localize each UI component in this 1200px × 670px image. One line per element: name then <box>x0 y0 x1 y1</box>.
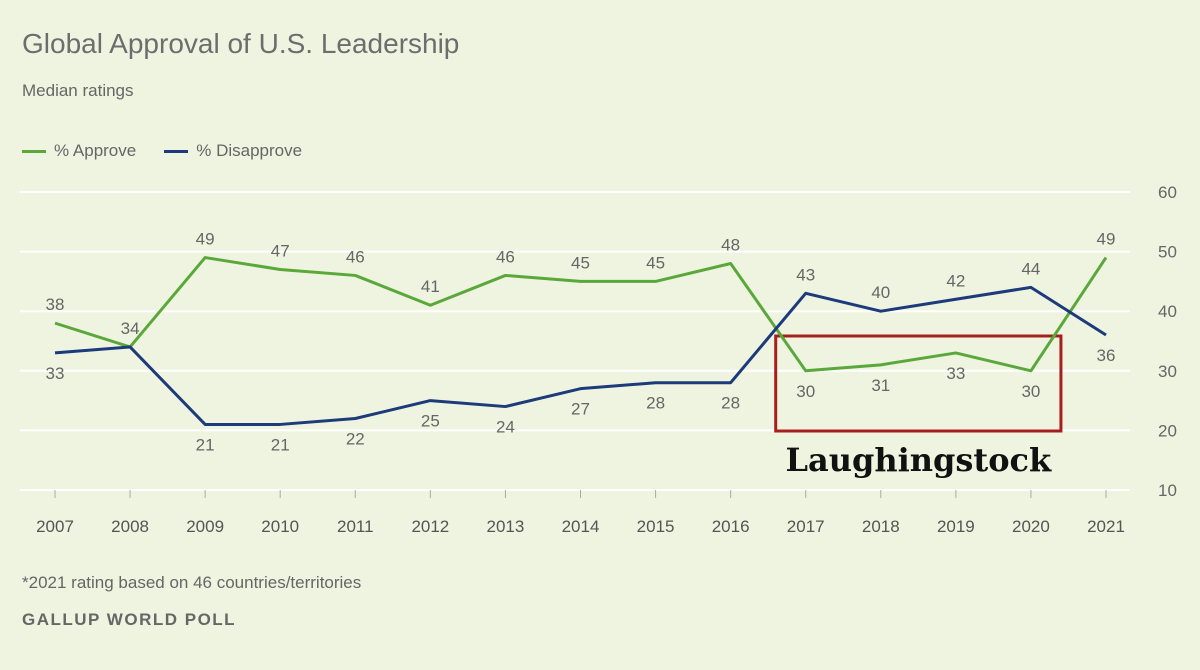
data-label-approve: 30 <box>796 382 815 401</box>
x-tick-label: 2011 <box>337 517 374 536</box>
legend-swatch-disapprove <box>164 149 189 153</box>
y-tick-label: 40 <box>1158 302 1177 321</box>
data-label-disapprove: 42 <box>946 271 965 290</box>
data-label-approve: 31 <box>871 376 890 395</box>
x-tick-label: 2013 <box>487 517 525 536</box>
data-label-disapprove: 28 <box>721 394 740 413</box>
data-label-approve: 49 <box>1097 230 1116 249</box>
y-tick-label: 60 <box>1158 183 1177 202</box>
data-label-disapprove: 44 <box>1021 259 1040 278</box>
data-label-approve: 47 <box>271 241 290 260</box>
data-label-disapprove: 21 <box>196 435 215 454</box>
data-label-approve: 46 <box>496 247 515 266</box>
data-label-disapprove: 21 <box>271 435 290 454</box>
annotation-label: Laughingstock <box>785 441 1052 479</box>
x-tick-label: 2008 <box>111 517 149 536</box>
data-label-approve: 34 <box>121 319 140 338</box>
data-label-approve: 49 <box>196 230 215 249</box>
x-tick-label: 2012 <box>411 517 449 536</box>
data-label-disapprove: 40 <box>871 283 890 302</box>
data-label-disapprove: 28 <box>646 394 665 413</box>
footnote: *2021 rating based on 46 countries/terri… <box>22 573 362 592</box>
data-label-approve: 46 <box>346 247 365 266</box>
legend-item-disapprove: % Disapprove <box>164 141 302 161</box>
data-label-approve: 33 <box>946 364 965 383</box>
data-label-disapprove: 22 <box>346 429 365 448</box>
legend-swatch-approve <box>22 149 46 153</box>
x-tick-label: 2010 <box>261 517 299 536</box>
x-tick-label: 2007 <box>36 517 74 536</box>
y-tick-label: 20 <box>1158 421 1177 440</box>
x-tick-label: 2017 <box>787 517 825 536</box>
data-label-approve: 48 <box>721 236 740 255</box>
legend-label-disapprove: % Disapprove <box>196 141 303 160</box>
x-tick-label: 2021 <box>1087 517 1125 536</box>
highlight-box <box>774 334 1063 433</box>
data-label-approve: 45 <box>646 253 665 272</box>
data-label-approve: 38 <box>46 295 65 314</box>
x-tick-label: 2016 <box>712 517 750 536</box>
x-tick-label: 2015 <box>637 517 675 536</box>
legend-label-approve: % Approve <box>54 141 137 160</box>
x-tick-label: 2020 <box>1012 517 1050 536</box>
x-tick-label: 2014 <box>562 517 600 536</box>
data-label-disapprove: 43 <box>796 265 815 284</box>
x-tick-label: 2009 <box>186 517 224 536</box>
data-label-disapprove: 25 <box>421 412 440 431</box>
data-label-approve: 30 <box>1021 382 1040 401</box>
source-label: GALLUP WORLD POLL <box>22 610 237 629</box>
data-label-disapprove: 33 <box>46 364 65 383</box>
chart-title: Global Approval of U.S. Leadership <box>22 28 460 59</box>
series-line-disapprove <box>54 285 1107 426</box>
y-tick-label: 10 <box>1158 481 1177 500</box>
data-label-approve: 41 <box>421 277 440 296</box>
y-tick-label: 50 <box>1158 243 1177 262</box>
data-label-disapprove: 36 <box>1097 346 1116 365</box>
legend: % Approve % Disapprove <box>22 141 302 161</box>
data-label-disapprove: 27 <box>571 400 590 419</box>
legend-item-approve: % Approve <box>22 141 136 161</box>
chart-subtitle: Median ratings <box>22 81 134 100</box>
data-label-disapprove: 24 <box>496 418 515 437</box>
series-line-approve <box>54 256 1108 373</box>
y-tick-label: 30 <box>1158 362 1177 381</box>
data-label-approve: 45 <box>571 253 590 272</box>
x-tick-label: 2019 <box>937 517 975 536</box>
x-tick-label: 2018 <box>862 517 900 536</box>
